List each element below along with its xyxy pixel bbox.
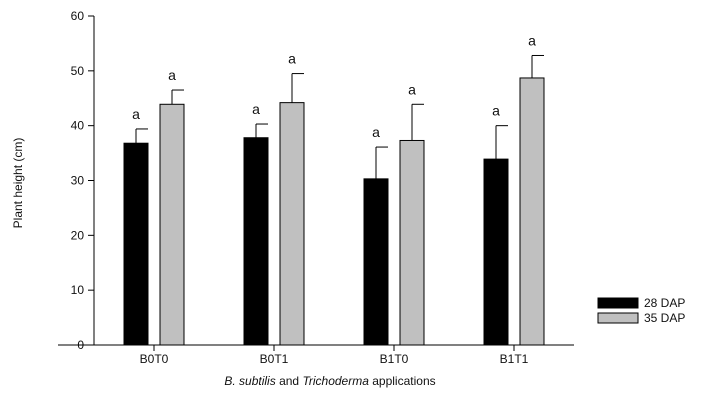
significance-label: a <box>168 67 176 83</box>
y-tick-label: 50 <box>71 64 85 78</box>
bars <box>123 77 545 346</box>
bar-35-dap <box>399 139 425 346</box>
legend: 28 DAP 35 DAP <box>597 296 685 325</box>
x-tick-label: B0T0 <box>140 352 169 366</box>
x-axis-title: B. subtilis and Trichoderma applications <box>224 374 435 388</box>
y-axis-title: Plant height (cm) <box>11 138 25 229</box>
bar-28-dap <box>123 142 149 346</box>
x-axis: B0T0 B0T1 B1T0 B1T1 <box>58 344 574 366</box>
significance-label: a <box>252 101 260 117</box>
y-tick-label: 20 <box>71 228 85 242</box>
x-axis-title-part: and <box>276 374 303 388</box>
significance-labels: a a a a a a a a <box>132 32 536 140</box>
bar-35-dap <box>519 77 545 346</box>
x-tick-label: B1T0 <box>380 352 409 366</box>
x-tick-label: B1T1 <box>500 352 529 366</box>
significance-label: a <box>132 106 140 122</box>
significance-label: a <box>528 32 536 48</box>
x-tick-label: B0T1 <box>260 352 289 366</box>
error-bars <box>135 54 544 179</box>
bar-28-dap <box>483 158 509 346</box>
legend-label-28-dap: 28 DAP <box>644 296 685 310</box>
y-tick-label: 30 <box>71 174 85 188</box>
legend-label-35-dap: 35 DAP <box>644 311 685 325</box>
legend-swatch-35-dap <box>597 312 639 324</box>
y-tick-label: 40 <box>71 119 85 133</box>
x-axis-title-part: Trichoderma <box>302 374 369 388</box>
x-axis-title-part: applications <box>369 374 436 388</box>
significance-label: a <box>288 51 296 67</box>
x-axis-title-part: B. subtilis <box>224 374 275 388</box>
significance-label: a <box>492 103 500 119</box>
legend-swatch-28-dap <box>597 297 639 309</box>
bar-28-dap <box>243 137 269 346</box>
bar-35-dap <box>159 103 185 346</box>
significance-label: a <box>372 124 380 140</box>
y-tick-label: 10 <box>71 283 85 297</box>
y-tick-label: 60 <box>71 9 85 23</box>
bar-28-dap <box>363 178 389 346</box>
significance-label: a <box>408 81 416 97</box>
bar-35-dap <box>279 102 305 346</box>
